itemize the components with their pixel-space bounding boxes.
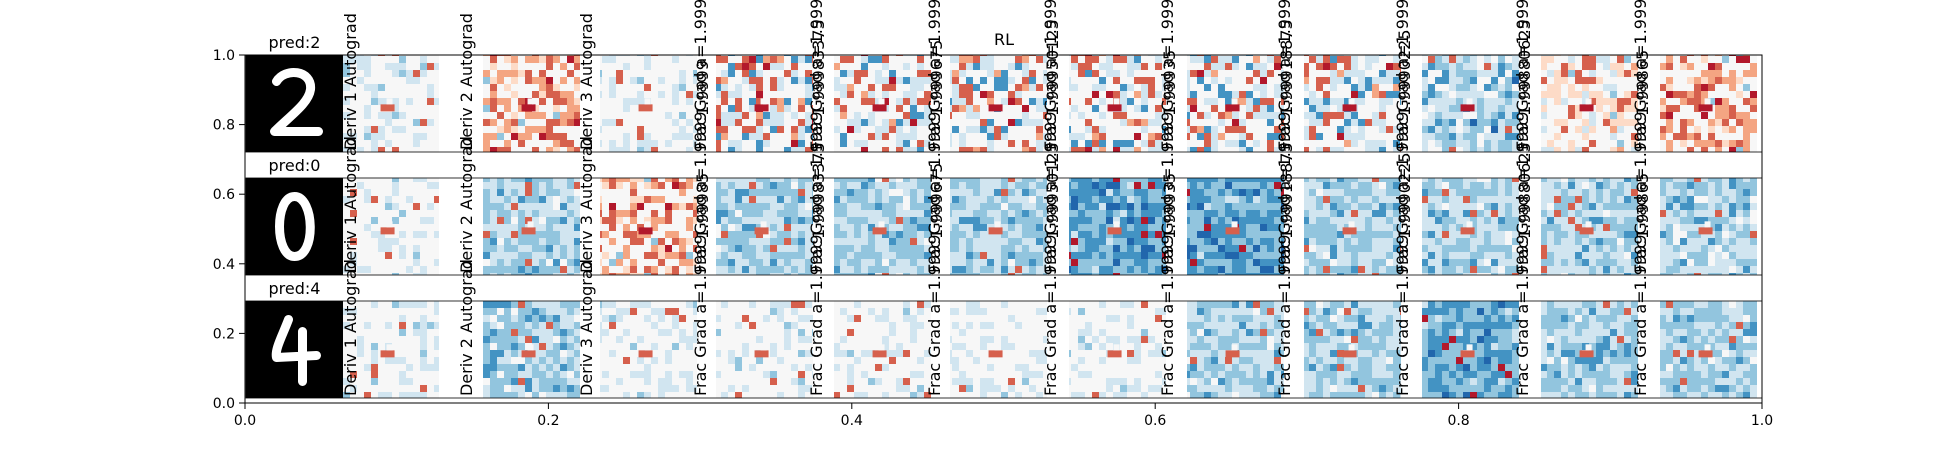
explanation-grid-figure: pred:2pred:0pred:4 Deriv 1 Autograd Deriv… xyxy=(212,0,1774,429)
